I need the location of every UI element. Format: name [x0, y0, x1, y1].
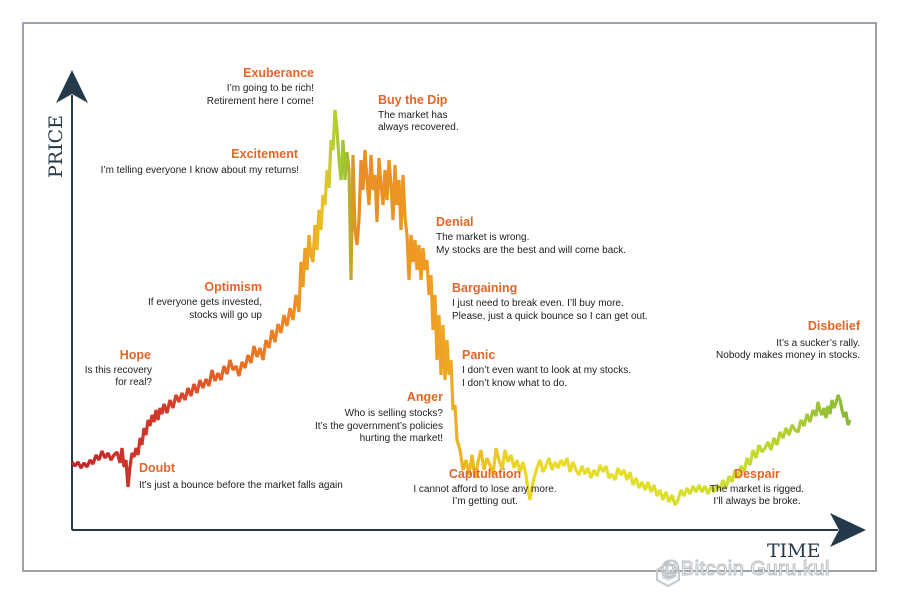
stage-title: Doubt	[139, 461, 176, 475]
watermark-logo-icon	[656, 561, 680, 587]
stage-description-line: for real?	[115, 377, 152, 388]
stage-title: Optimism	[204, 280, 262, 294]
stage-description-line: I’m telling everyone I know about my ret…	[101, 165, 299, 176]
stage-description-line: Nobody makes money in stocks.	[716, 350, 860, 361]
stage-title: Capitulation	[449, 467, 521, 481]
stage-description-line: Please, just a quick bounce so I can get…	[452, 311, 648, 322]
stage-description-line: It’s the government’s policies	[315, 421, 443, 432]
stage-description-line: It’s just a bounce before the market fal…	[139, 480, 343, 491]
stage-description-line: I don’t know what to do.	[462, 378, 567, 389]
stage-bargaining: Bargaining I just need to break even. I’…	[452, 281, 648, 322]
stage-description-line: The market is rigged.	[710, 484, 804, 495]
chart-frame	[22, 22, 877, 572]
stage-description-line: If everyone gets invested,	[148, 297, 262, 308]
watermark-text: @Bitcoin Guru.kul	[660, 558, 830, 581]
time-axis-arrow-icon	[830, 513, 866, 547]
stage-description-line: I’ll always be broke.	[713, 496, 800, 507]
stage-despair: Despair The market is rigged. I’ll alway…	[710, 467, 804, 507]
stage-description-line: stocks will go up	[189, 310, 262, 321]
time-axis	[72, 513, 866, 547]
stage-description-line: I cannot afford to lose any more.	[413, 484, 556, 495]
stage-description-line: always recovered.	[378, 122, 459, 133]
stage-title: Despair	[734, 467, 780, 481]
stage-description-line: The market has	[378, 110, 447, 121]
stage-title: Denial	[436, 215, 474, 229]
stage-description-line: It’s a sucker’s rally.	[776, 338, 860, 349]
stage-description-line: The market is wrong.	[436, 232, 529, 243]
stage-disbelief: Disbelief It’s a sucker’s rally. Nobody …	[716, 319, 861, 361]
stage-description-line: My stocks are the best and will come bac…	[436, 245, 626, 256]
stage-description-line: I’m going to be rich!	[227, 83, 314, 94]
stage-hope: Hope Is this recovery for real?	[85, 348, 153, 388]
stage-doubt: Doubt It’s just a bounce before the mark…	[139, 461, 343, 491]
stage-exuberance: Exuberance I’m going to be rich! Retirem…	[207, 66, 314, 107]
stage-optimism: Optimism If everyone gets invested, stoc…	[148, 280, 262, 321]
price-axis	[56, 70, 88, 530]
stage-title: Disbelief	[808, 319, 861, 333]
stage-panic: Panic I don’t even want to look at my st…	[462, 348, 631, 389]
stage-title: Bargaining	[452, 281, 517, 295]
price-axis-arrow-icon	[56, 70, 88, 103]
price-series-line	[70, 109, 852, 506]
stage-description-line: I don’t even want to look at my stocks.	[462, 365, 631, 376]
stage-denial: Denial The market is wrong. My stocks ar…	[436, 215, 626, 256]
stage-title: Hope	[120, 348, 151, 362]
stage-capitulation: Capitulation I cannot afford to lose any…	[413, 467, 556, 507]
stage-title: Panic	[462, 348, 495, 362]
stage-anger: Anger Who is selling stocks? It’s the go…	[315, 390, 443, 444]
stage-description-line: Who is selling stocks?	[345, 408, 444, 419]
stage-buy-the-dip: Buy the Dip The market has always recove…	[378, 93, 459, 133]
stage-title: Exuberance	[243, 66, 314, 80]
y-axis-label: PRICE	[45, 115, 67, 178]
stage-excitement: Excitement I’m telling everyone I know a…	[101, 147, 299, 176]
stage-description-line: I just need to break even. I’ll buy more…	[452, 298, 624, 309]
stage-description-line: hurting the market!	[360, 433, 443, 444]
stage-title: Excitement	[231, 147, 299, 161]
stage-title: Buy the Dip	[378, 93, 448, 107]
stage-title: Anger	[407, 390, 443, 404]
stage-description-line: Is this recovery	[85, 365, 152, 376]
stage-description-line: Retirement here I come!	[207, 96, 314, 107]
x-axis-label: TIME	[767, 540, 821, 562]
stage-description-line: I’m getting out.	[452, 496, 518, 507]
